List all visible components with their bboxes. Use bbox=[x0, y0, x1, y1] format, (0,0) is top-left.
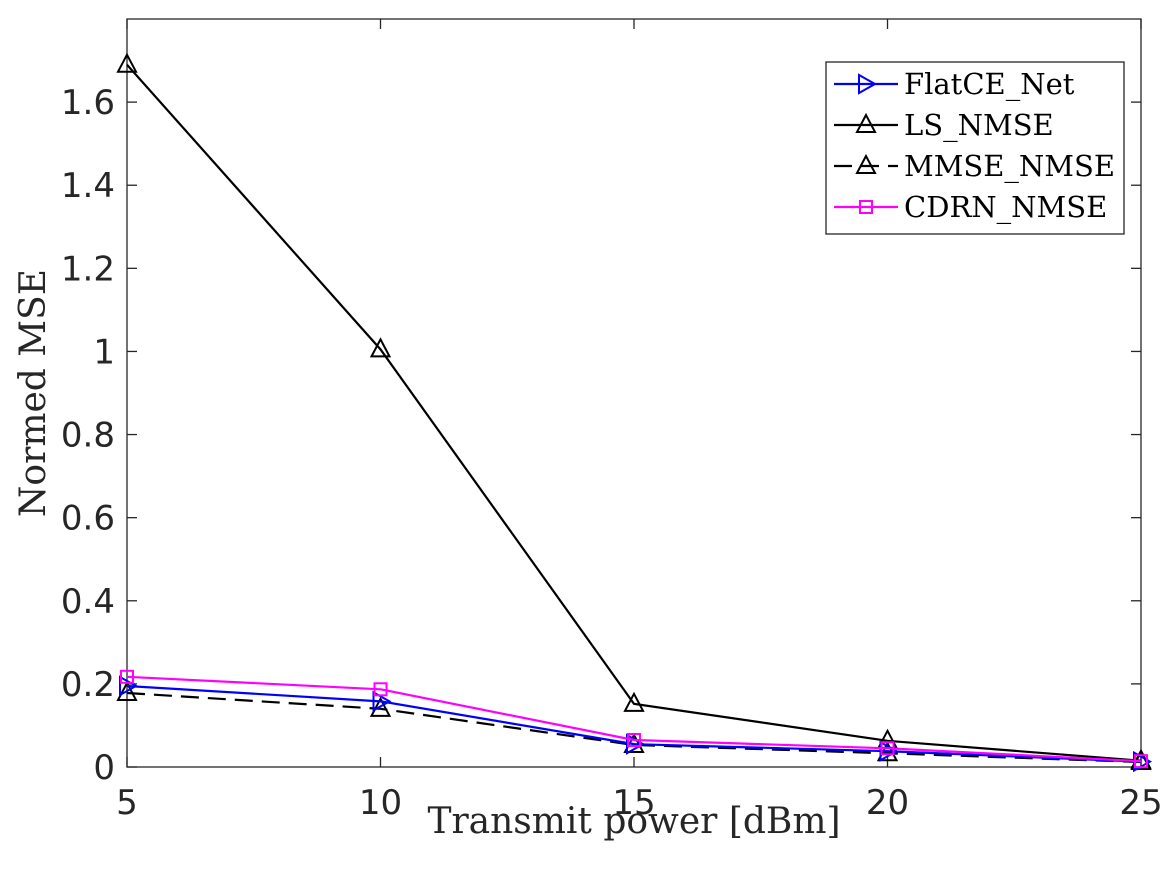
data-point-marker bbox=[369, 337, 392, 358]
y-tick-label: 0.2 bbox=[61, 665, 115, 705]
legend-entry: LS_NMSE bbox=[834, 108, 1054, 143]
legend: FlatCE_Net LS_NMSE MMSE_NMSE CDRN_NMSE bbox=[825, 61, 1125, 235]
y-tick-label: 0.8 bbox=[61, 416, 115, 456]
legend-entry: MMSE_NMSE bbox=[834, 149, 1115, 184]
legend-marker bbox=[855, 153, 877, 174]
y-tick-label: 1.6 bbox=[61, 83, 115, 123]
data-point-marker bbox=[369, 696, 392, 717]
series-line bbox=[126, 675, 1142, 763]
legend-marker bbox=[855, 112, 877, 133]
data-point-marker bbox=[116, 680, 138, 702]
y-tick-label: 0 bbox=[93, 748, 115, 788]
x-tick-label: 20 bbox=[866, 783, 909, 823]
y-tick-label: 0.6 bbox=[61, 499, 115, 539]
series-line bbox=[126, 691, 1142, 764]
x-tick-label: 25 bbox=[1119, 783, 1162, 823]
data-point-marker bbox=[623, 691, 645, 712]
x-axis-label: Transmit power [dBm] bbox=[427, 801, 840, 842]
legend-label: LS_NMSE bbox=[904, 108, 1054, 143]
y-tick-label: 1.4 bbox=[61, 166, 115, 206]
legend-marker bbox=[858, 73, 878, 95]
x-tick-label: 5 bbox=[116, 783, 138, 823]
data-point-marker bbox=[880, 741, 895, 756]
data-point-marker bbox=[627, 732, 641, 747]
series-line bbox=[126, 63, 1142, 762]
x-tick-label: 15 bbox=[612, 783, 655, 823]
data-point-marker bbox=[116, 52, 138, 73]
legend-entry: FlatCE_Net bbox=[834, 67, 1075, 102]
data-point-marker bbox=[373, 682, 388, 697]
data-point-marker bbox=[372, 690, 392, 713]
series-cdrn-nmse bbox=[120, 669, 1148, 769]
series-layer bbox=[116, 52, 1153, 773]
y-axis-label: Normed MSE bbox=[13, 269, 54, 517]
legend-box bbox=[825, 61, 1125, 235]
legend-label: FlatCE_Net bbox=[904, 67, 1075, 102]
tick-layer: 5 10 15 20 25 0 0.2 0.4 0.6 0.8 1 1.2 1.4 1.6 bbox=[61, 19, 1163, 823]
legend-marker bbox=[859, 200, 873, 214]
legend-entry: CDRN_NMSE bbox=[834, 190, 1107, 225]
series-flatce-net bbox=[119, 675, 1153, 773]
x-tick-label: 10 bbox=[359, 783, 402, 823]
y-tick-label: 1 bbox=[93, 332, 115, 372]
legend-label: CDRN_NMSE bbox=[904, 190, 1107, 225]
y-tick-label: 0.4 bbox=[61, 582, 115, 622]
legend-label: MMSE_NMSE bbox=[904, 149, 1115, 184]
data-point-marker bbox=[1134, 754, 1148, 769]
data-point-marker bbox=[120, 669, 134, 684]
series-line bbox=[126, 684, 1142, 763]
y-tick-label: 1.2 bbox=[61, 249, 115, 289]
data-point-marker bbox=[119, 675, 139, 697]
